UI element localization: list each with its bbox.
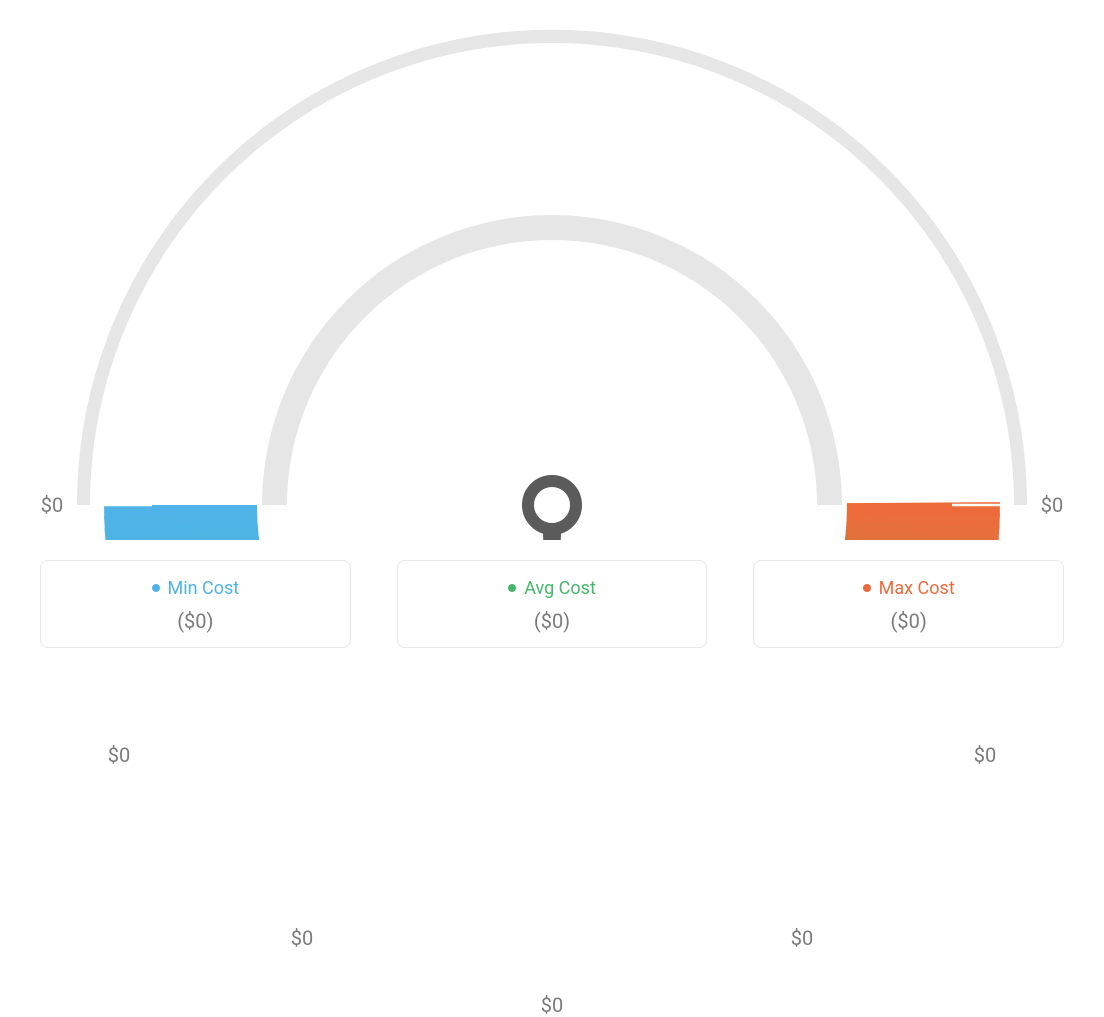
legend-label-min: Min Cost (152, 578, 240, 599)
legend-value-avg: ($0) (398, 609, 707, 633)
legend-value-min: ($0) (41, 609, 350, 633)
gauge-svg (0, 0, 1104, 540)
legend-label-min-text: Min Cost (168, 578, 240, 599)
legend-item-avg: Avg Cost ($0) (397, 560, 708, 648)
legend-value-max: ($0) (754, 609, 1063, 633)
legend-label-avg: Avg Cost (508, 578, 596, 599)
legend-item-max: Max Cost ($0) (753, 560, 1064, 648)
legend-row: Min Cost ($0) Avg Cost ($0) Max Cost ($0… (0, 560, 1104, 648)
legend-dot-max (863, 584, 871, 592)
gauge-tick-label: $0 (974, 743, 996, 767)
legend-dot-min (152, 584, 160, 592)
gauge-tick-label: $0 (108, 743, 130, 767)
gauge-tick-label: $0 (541, 993, 563, 1017)
legend-dot-avg (508, 584, 516, 592)
legend-item-min: Min Cost ($0) (40, 560, 351, 648)
gauge-tick-label: $0 (791, 926, 813, 950)
gauge-tick-label: $0 (291, 926, 313, 950)
legend-label-max-text: Max Cost (879, 578, 955, 599)
gauge-tick-label: $0 (1041, 493, 1063, 517)
gauge-tick-label: $0 (41, 493, 63, 517)
legend-label-avg-text: Avg Cost (524, 578, 596, 599)
legend-label-max: Max Cost (863, 578, 955, 599)
gauge-chart: $0$0$0$0$0$0$0 (0, 0, 1104, 540)
